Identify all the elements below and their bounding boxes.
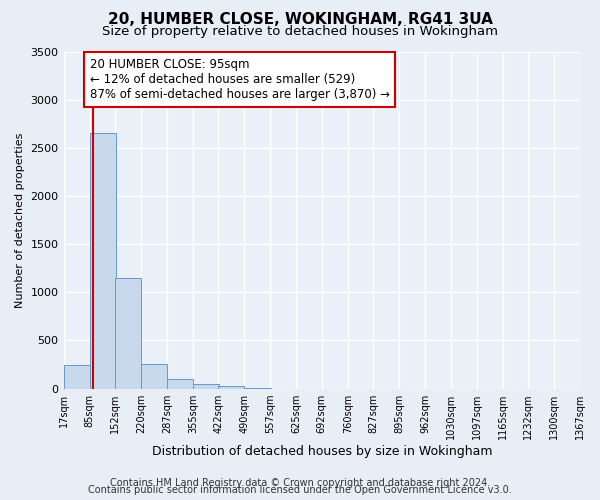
Bar [64,364,89,388]
Bar [141,364,167,388]
Bar [115,278,141,388]
Bar [167,379,193,388]
X-axis label: Distribution of detached houses by size in Wokingham: Distribution of detached houses by size … [152,444,492,458]
Text: 20, HUMBER CLOSE, WOKINGHAM, RG41 3UA: 20, HUMBER CLOSE, WOKINGHAM, RG41 3UA [107,12,493,28]
Y-axis label: Number of detached properties: Number of detached properties [15,132,25,308]
Text: Size of property relative to detached houses in Wokingham: Size of property relative to detached ho… [102,25,498,38]
Text: Contains HM Land Registry data © Crown copyright and database right 2024.: Contains HM Land Registry data © Crown c… [110,478,490,488]
Text: 20 HUMBER CLOSE: 95sqm
← 12% of detached houses are smaller (529)
87% of semi-de: 20 HUMBER CLOSE: 95sqm ← 12% of detached… [89,58,389,101]
Bar [89,134,116,388]
Bar [193,384,219,388]
Text: Contains public sector information licensed under the Open Government Licence v3: Contains public sector information licen… [88,485,512,495]
Bar [218,386,244,388]
